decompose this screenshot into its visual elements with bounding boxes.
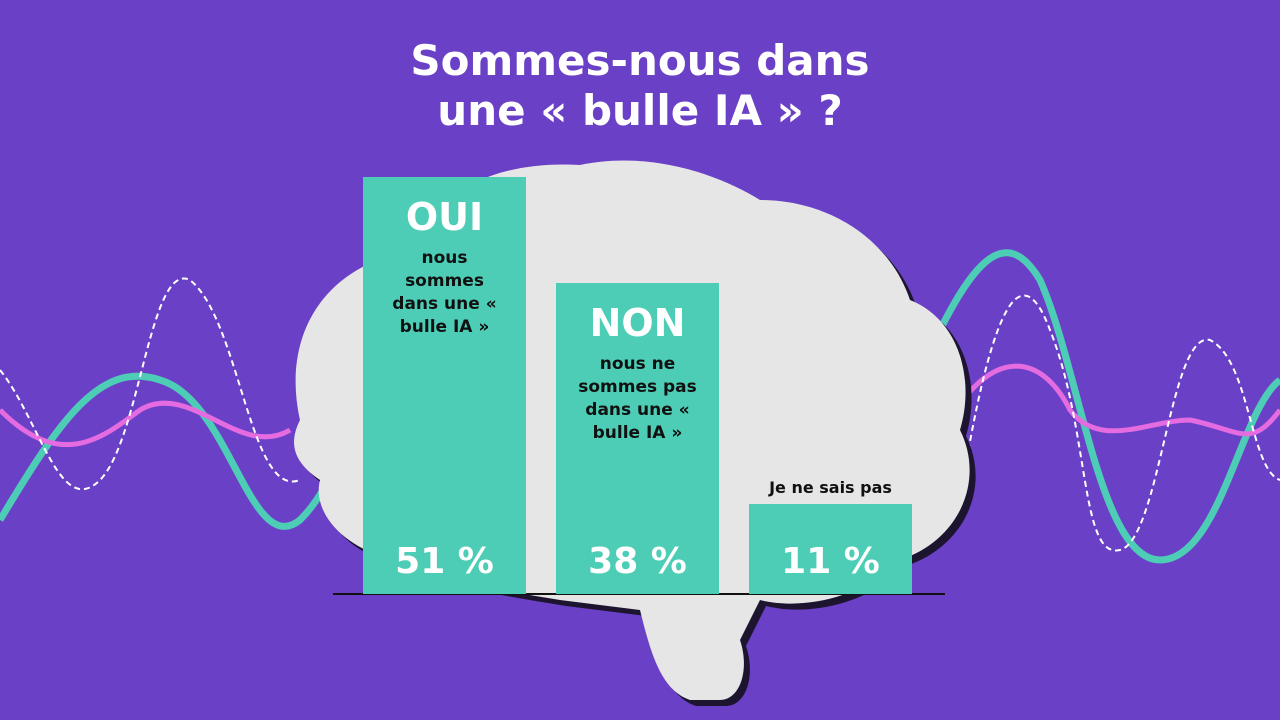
wave	[947, 363, 1280, 437]
category-label: OUI	[405, 195, 484, 239]
chart-title: Sommes-nous dans une « bulle IA » ?	[410, 36, 870, 135]
category-description: nous ne sommes pas dans une « bulle IA »	[578, 354, 697, 444]
wave	[0, 400, 292, 448]
baseline	[333, 593, 945, 595]
bar: OUI nous sommes dans une « bulle IA » 51 %	[363, 177, 526, 594]
value-label: 38 %	[588, 540, 687, 582]
bar: NON nous ne sommes pas dans une « bulle I…	[556, 283, 719, 594]
category-label: Je ne sais pas	[769, 478, 892, 498]
wave	[959, 294, 1280, 552]
wave	[936, 249, 1280, 564]
category-description: nous sommes dans une « bulle IA »	[392, 248, 497, 337]
wave	[0, 277, 301, 490]
bar: 11 %	[749, 504, 912, 594]
category-label: NON	[589, 301, 686, 346]
value-label: 51 %	[395, 541, 494, 582]
value-label: 11 %	[781, 540, 880, 582]
